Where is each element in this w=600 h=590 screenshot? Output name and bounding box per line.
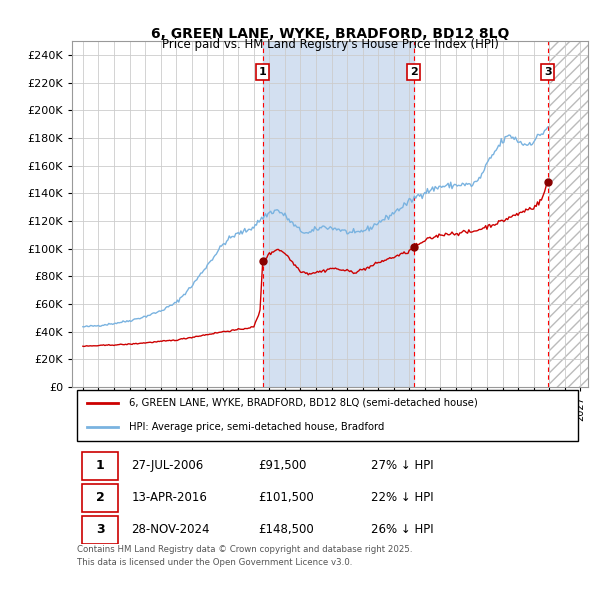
Text: 3: 3 [544, 67, 551, 77]
Text: 26% ↓ HPI: 26% ↓ HPI [371, 523, 434, 536]
Text: Contains HM Land Registry data © Crown copyright and database right 2025.
This d: Contains HM Land Registry data © Crown c… [77, 545, 413, 567]
Text: 27% ↓ HPI: 27% ↓ HPI [371, 459, 434, 472]
Bar [82, 484, 118, 512]
Text: 27-JUL-2006: 27-JUL-2006 [131, 459, 203, 472]
Text: £148,500: £148,500 [258, 523, 314, 536]
Text: 13-APR-2016: 13-APR-2016 [131, 491, 207, 504]
Text: Price paid vs. HM Land Registry's House Price Index (HPI): Price paid vs. HM Land Registry's House … [161, 38, 499, 51]
Text: 1: 1 [259, 67, 266, 77]
Bar [263, 41, 413, 387]
Text: 1: 1 [96, 459, 105, 472]
Text: HPI: Average price, semi-detached house, Bradford: HPI: Average price, semi-detached house,… [129, 422, 384, 432]
Text: 6, GREEN LANE, WYKE, BRADFORD, BD12 8LQ: 6, GREEN LANE, WYKE, BRADFORD, BD12 8LQ [151, 27, 509, 41]
Text: 28-NOV-2024: 28-NOV-2024 [131, 523, 210, 536]
Bar [82, 516, 118, 543]
Text: 22% ↓ HPI: 22% ↓ HPI [371, 491, 434, 504]
Text: £101,500: £101,500 [258, 491, 314, 504]
Text: £91,500: £91,500 [258, 459, 306, 472]
Bar [82, 451, 118, 480]
Text: 3: 3 [96, 523, 104, 536]
Text: 6, GREEN LANE, WYKE, BRADFORD, BD12 8LQ (semi-detached house): 6, GREEN LANE, WYKE, BRADFORD, BD12 8LQ … [129, 398, 478, 408]
Text: 2: 2 [410, 67, 418, 77]
Text: 2: 2 [96, 491, 105, 504]
